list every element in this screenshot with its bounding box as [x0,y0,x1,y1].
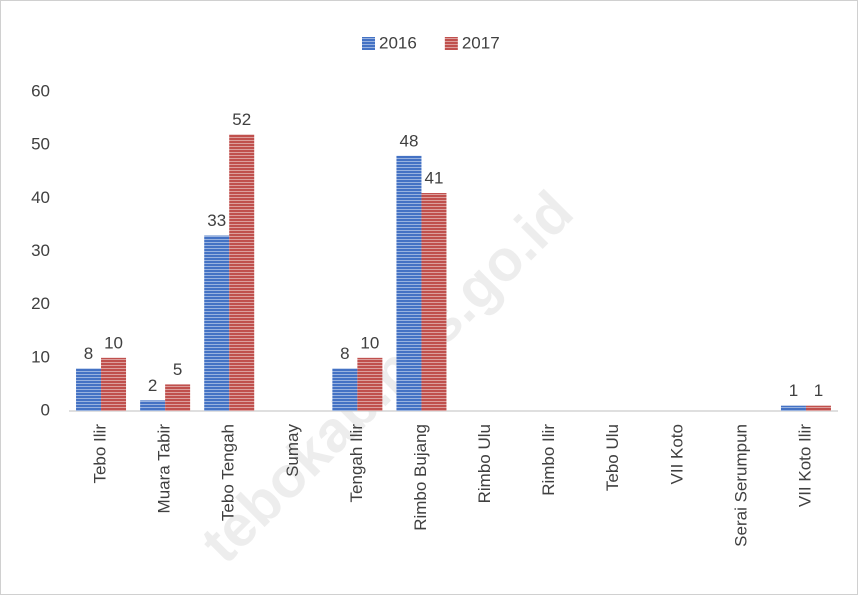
data-label: 41 [424,169,443,188]
x-tick-label: Rimbo Ilir [539,424,558,496]
x-tick-label: Rimbo Bujang [411,424,430,531]
legend-swatch [362,37,375,50]
x-tick-label: VII Koto [667,424,686,484]
data-label: 10 [104,333,123,352]
bar [332,368,358,411]
x-tick-label: Muara Tabir [155,424,174,514]
bar [421,193,447,411]
y-tick-label: 30 [31,241,50,260]
bar [101,357,127,411]
x-tick-label: Sumay [283,424,302,477]
y-tick-label: 40 [31,188,50,207]
legend-label: 2017 [462,33,500,52]
x-tick-label: Tengah Ilir [347,424,366,503]
x-tick-label: Rimbo Ulu [475,424,494,503]
bar [396,155,422,411]
data-label: 1 [814,381,823,400]
legend-swatch [444,37,458,50]
y-tick-label: 60 [31,81,50,100]
x-tick-label: Tebo Ulu [603,424,622,491]
bar [165,384,191,411]
bar [229,134,255,412]
bar [780,405,806,411]
x-tick-label: Tebo Tengah [219,424,238,521]
legend-label: 2016 [379,33,417,52]
bar [357,357,383,411]
x-tick-label: Serai Serumpun [731,424,750,547]
data-label: 52 [232,110,251,129]
y-tick-label: 10 [31,347,50,366]
data-label: 1 [789,381,798,400]
data-label: 8 [84,344,93,363]
bar [805,405,831,411]
data-label: 2 [148,376,157,395]
bar [204,235,230,411]
data-label: 5 [173,360,182,379]
x-tick-label: VII Koto Ilir [795,424,814,507]
data-label: 8 [340,344,349,363]
bar [76,368,102,411]
x-tick-label: Tebo Ilir [91,424,110,484]
y-tick-label: 20 [31,294,50,313]
y-tick-label: 50 [31,135,50,154]
y-tick-label: 0 [41,400,50,419]
data-label: 48 [399,131,418,150]
data-label: 33 [207,211,226,230]
bar [140,400,166,411]
data-label: 10 [360,333,379,352]
